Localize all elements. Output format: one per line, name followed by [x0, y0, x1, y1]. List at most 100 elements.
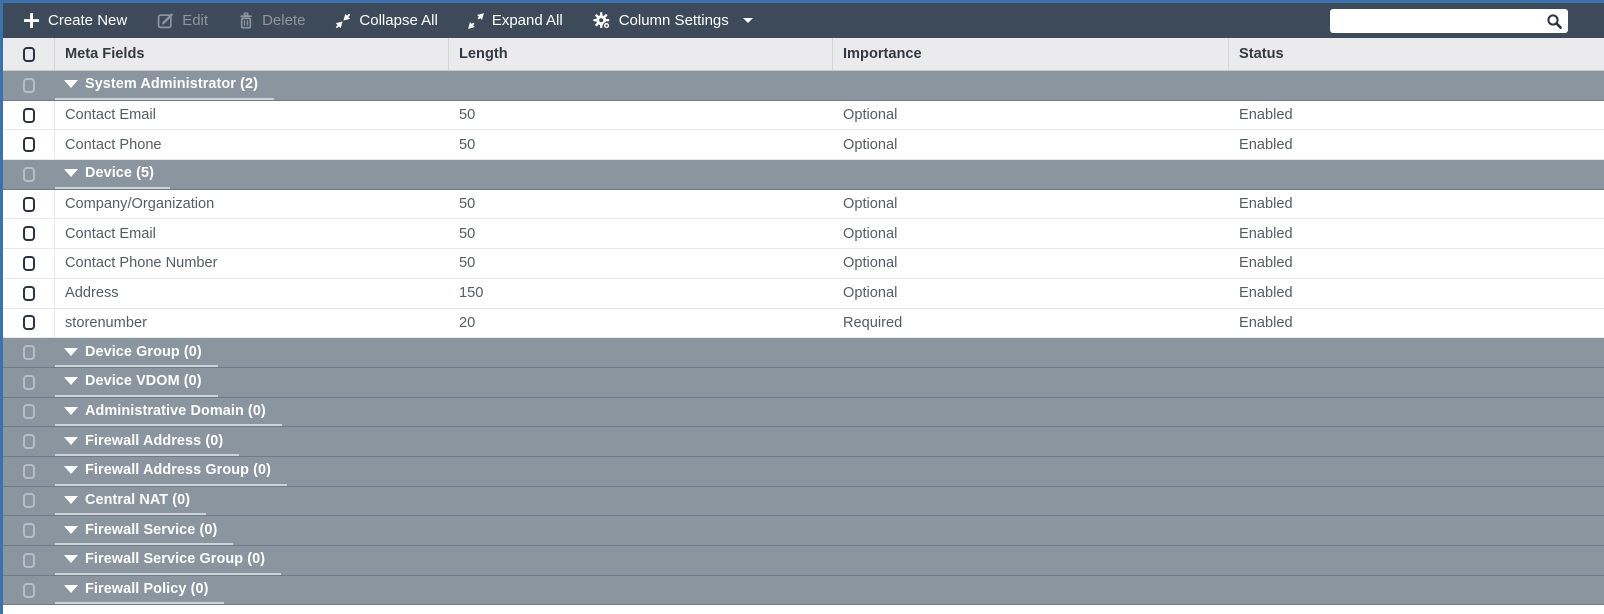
- row-checkbox[interactable]: [23, 166, 35, 182]
- table-row[interactable]: Address 150 Optional Enabled: [3, 278, 1604, 309]
- group-label-wrap[interactable]: Firewall Address (0): [55, 427, 240, 456]
- group-row[interactable]: Administrative Domain (0): [3, 397, 1604, 428]
- chevron-down-icon: [742, 18, 753, 23]
- edit-icon: [157, 12, 174, 29]
- group-row[interactable]: Device Group (0): [3, 338, 1604, 368]
- cell-length: 50: [459, 255, 476, 272]
- delete-button[interactable]: Delete: [238, 12, 305, 29]
- cell-importance: Optional: [843, 107, 898, 124]
- group-label-wrap[interactable]: Administrative Domain (0): [55, 398, 282, 427]
- row-checkbox[interactable]: [23, 552, 35, 568]
- collapse-caret-icon[interactable]: [64, 377, 78, 386]
- cell-importance: Required: [843, 314, 903, 331]
- cell-importance: Optional: [843, 225, 898, 242]
- collapse-all-button[interactable]: Collapse All: [335, 12, 438, 29]
- search-input[interactable]: [1330, 8, 1568, 33]
- group-label-wrap[interactable]: Firewall Service Group (0): [55, 546, 282, 575]
- create-new-label: Create New: [48, 12, 128, 29]
- row-checkbox[interactable]: [22, 107, 35, 123]
- group-label-wrap[interactable]: System Administrator (2): [55, 71, 274, 100]
- row-checkbox[interactable]: [22, 255, 35, 271]
- gear-icon: [593, 11, 611, 30]
- row-checkbox[interactable]: [22, 315, 35, 331]
- row-checkbox[interactable]: [23, 77, 35, 93]
- cell-status: Enabled: [1239, 107, 1293, 124]
- create-new-button[interactable]: Create New: [23, 12, 127, 29]
- column-settings-label: Column Settings: [618, 12, 729, 29]
- group-label-wrap[interactable]: Device (5): [55, 160, 170, 189]
- cell-meta-field-name: Contact Phone: [65, 136, 162, 153]
- group-row[interactable]: Firewall Address Group (0): [3, 456, 1604, 487]
- row-checkbox[interactable]: [22, 226, 35, 242]
- group-label-wrap[interactable]: Firewall Policy (0): [55, 576, 225, 605]
- row-checkbox[interactable]: [23, 404, 35, 420]
- row-checkbox[interactable]: [23, 463, 35, 479]
- group-checkbox-cell: [3, 338, 55, 367]
- table-row[interactable]: Contact Email 50 Optional Enabled: [3, 100, 1604, 131]
- row-checkbox[interactable]: [23, 582, 35, 598]
- group-row[interactable]: Firewall Policy (0): [3, 575, 1604, 606]
- cell-meta-field-name: Contact Email: [65, 225, 156, 242]
- table-row[interactable]: Contact Phone 50 Optional Enabled: [3, 130, 1604, 161]
- group-checkbox-cell: [3, 576, 55, 605]
- collapse-caret-icon[interactable]: [64, 436, 78, 445]
- group-label-wrap[interactable]: Device VDOM (0): [55, 368, 218, 397]
- collapse-caret-icon[interactable]: [64, 466, 78, 475]
- column-header-importance[interactable]: Importance: [833, 38, 1229, 70]
- table-row[interactable]: Contact Phone Number 50 Optional Enabled: [3, 249, 1604, 279]
- group-checkbox-cell: [3, 71, 55, 100]
- cell-length: 50: [459, 107, 476, 124]
- collapse-caret-icon[interactable]: [64, 406, 78, 415]
- search-box: [1330, 8, 1568, 33]
- collapse-caret-icon[interactable]: [64, 555, 78, 564]
- row-checkbox[interactable]: [23, 434, 35, 450]
- cell-status: Enabled: [1239, 196, 1293, 213]
- group-label-wrap[interactable]: Firewall Address Group (0): [55, 457, 287, 486]
- group-label-wrap[interactable]: Firewall Service (0): [55, 516, 234, 545]
- collapse-all-label: Collapse All: [359, 12, 438, 29]
- row-checkbox[interactable]: [22, 285, 35, 301]
- column-header-status[interactable]: Status: [1239, 46, 1284, 62]
- cell-importance: Optional: [843, 196, 898, 213]
- collapse-caret-icon[interactable]: [64, 169, 78, 178]
- collapse-caret-icon[interactable]: [64, 495, 78, 504]
- cell-meta-field-name: Contact Email: [65, 107, 156, 124]
- collapse-caret-icon[interactable]: [64, 525, 78, 534]
- cell-status: Enabled: [1239, 285, 1293, 302]
- row-checkbox[interactable]: [22, 196, 35, 212]
- column-header-length[interactable]: Length: [449, 38, 833, 70]
- table-header: Meta Fields Length Importance Status: [3, 38, 1604, 71]
- group-row[interactable]: Firewall Address (0): [3, 427, 1604, 457]
- table-row[interactable]: storenumber 20 Required Enabled: [3, 308, 1604, 339]
- select-all-checkbox[interactable]: [22, 46, 35, 62]
- group-checkbox-cell: [3, 398, 55, 427]
- collapse-caret-icon[interactable]: [64, 585, 78, 594]
- group-row[interactable]: Central NAT (0): [3, 486, 1604, 517]
- group-label: System Administrator (2): [85, 76, 258, 93]
- column-header-meta-fields[interactable]: Meta Fields: [55, 38, 449, 70]
- row-checkbox-cell: [3, 130, 55, 160]
- row-checkbox[interactable]: [23, 523, 35, 539]
- group-label-wrap[interactable]: Device Group (0): [55, 338, 218, 367]
- collapse-caret-icon[interactable]: [64, 80, 78, 89]
- column-settings-button[interactable]: Column Settings: [593, 11, 753, 30]
- collapse-icon: [335, 13, 351, 29]
- collapse-caret-icon[interactable]: [64, 347, 78, 356]
- group-row[interactable]: Device (5): [3, 160, 1604, 190]
- row-checkbox[interactable]: [23, 493, 35, 509]
- row-checkbox[interactable]: [23, 345, 35, 361]
- expand-all-button[interactable]: Expand All: [467, 12, 563, 29]
- expand-all-label: Expand All: [491, 12, 563, 29]
- group-label: Central NAT (0): [85, 491, 191, 508]
- group-label-wrap[interactable]: Central NAT (0): [55, 487, 207, 516]
- group-row[interactable]: Firewall Service (0): [3, 516, 1604, 546]
- group-row[interactable]: Firewall Service Group (0): [3, 546, 1604, 576]
- table-row[interactable]: Contact Email 50 Optional Enabled: [3, 219, 1604, 250]
- edit-button[interactable]: Edit: [157, 12, 208, 29]
- row-checkbox[interactable]: [22, 137, 35, 153]
- group-row[interactable]: System Administrator (2): [3, 71, 1604, 101]
- table-row[interactable]: Company/Organization 50 Optional Enabled: [3, 189, 1604, 220]
- row-checkbox[interactable]: [23, 374, 35, 390]
- group-row[interactable]: Device VDOM (0): [3, 367, 1604, 398]
